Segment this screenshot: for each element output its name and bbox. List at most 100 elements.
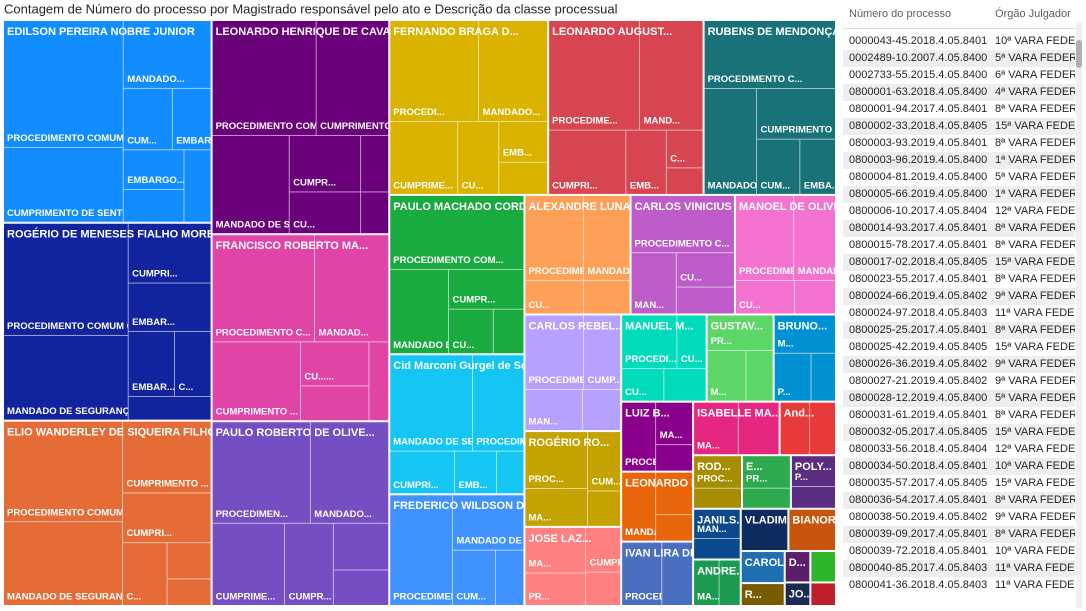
- tile-label: C...: [179, 382, 194, 393]
- table-row[interactable]: 0000043-45.2018.4.05.8401 10ª VARA FEDERA: [843, 33, 1075, 50]
- tile: [661, 541, 694, 607]
- table-row[interactable]: 0800034-50.2018.4.05.8401 10ª VARA FEDER: [843, 458, 1075, 475]
- table-row[interactable]: 0800001-63.2018.4.05.8400 4ª VARA FEDERA: [843, 84, 1075, 101]
- tile: PROCEDIMEN...: [211, 421, 311, 524]
- table-row[interactable]: 0800025-25.2017.4.05.8401 8ª VARA FEDERA: [843, 322, 1075, 339]
- table-cell: 11ª VARA FEDER: [995, 579, 1075, 591]
- table-row[interactable]: 0800017-02.2018.4.05.8405 15ª VARA FEDER: [843, 254, 1075, 271]
- group-label: CARLOS VINICIUS CALH...: [635, 201, 775, 213]
- table-cell: 8ª VARA FEDERA: [995, 324, 1075, 336]
- table-row[interactable]: 0800005-66.2019.4.05.8400 1ª VARA FEDERA: [843, 186, 1075, 203]
- table-cell: 9ª VARA FEDERA: [995, 290, 1075, 302]
- table-row[interactable]: 0002733-55.2015.4.05.8400 6ª VARA FEDERA: [843, 67, 1075, 84]
- tile: [719, 559, 741, 607]
- table-row[interactable]: 0800028-12.2019.4.05.8400 5ª VARA FEDERA: [843, 390, 1075, 407]
- tile-rect: [300, 341, 369, 386]
- tile: PROCEDIMENTO ...: [389, 494, 453, 606]
- table-row[interactable]: 0800014-93.2017.4.05.8401 8ª VARA FEDERA: [843, 220, 1075, 237]
- tile: PROC...: [524, 431, 588, 489]
- tile: [496, 451, 525, 495]
- table-row[interactable]: 0800026-36.2019.4.05.8402 9ª VARA FEDERA: [843, 356, 1075, 373]
- tile-rect: [779, 401, 810, 456]
- tile-rect: [625, 130, 667, 195]
- table-row[interactable]: 0800024-97.2018.4.05.8403 11ª VARA FEDER: [843, 305, 1075, 322]
- table-cell: 8ª VARA FEDERA: [995, 273, 1075, 285]
- table-row[interactable]: 0800025-42.2019.4.05.8405 15ª VARA FEDER: [843, 339, 1075, 356]
- tile: CU...: [734, 280, 795, 315]
- group-label: ALEXANDRE LUNA FREIRE: [528, 201, 673, 213]
- group-label: EDILSON PEREIRA NOBRE JUNIOR: [7, 26, 195, 38]
- tile-rect: [676, 287, 735, 315]
- table-row[interactable]: 0800039-09.2017.4.05.8401 8ª VARA FEDERA: [843, 526, 1075, 543]
- table-cell: 0800031-61.2019.4.05.8401: [849, 409, 988, 421]
- tile: CUM...: [756, 139, 800, 195]
- table-row[interactable]: 0800031-61.2019.4.05.8401 8ª VARA FEDERA: [843, 407, 1075, 424]
- group: CARLOS VINICIUS CALH...: [630, 194, 775, 315]
- table-row[interactable]: 0800015-78.2017.4.05.8401 8ª VARA FEDERA: [843, 237, 1075, 254]
- table-row[interactable]: 0800033-56.2018.4.05.8404 12ª VARA FEDER: [843, 441, 1075, 458]
- tile: EMB...: [454, 451, 497, 495]
- group-label: D...: [789, 557, 806, 569]
- table-row[interactable]: 0800003-93.2019.4.05.8401 8ª VARA FEDERA: [843, 135, 1075, 152]
- group: BIANOR...: [788, 508, 836, 552]
- table-row[interactable]: 0800003-96.2019.4.05.8400 1ª VARA FEDERA: [843, 152, 1075, 169]
- tile-rect: [621, 314, 677, 369]
- table-row[interactable]: 0800004-81.2019.4.05.8400 5ª VARA FEDERA: [843, 169, 1075, 186]
- group-label: FRANCISCO ROBERTO MA...: [216, 240, 369, 252]
- treemap: Contagem de Número do processo por Magis…: [3, 1, 837, 607]
- tile: [167, 578, 212, 606]
- tile: [779, 401, 810, 456]
- tile: MANDA...: [621, 471, 656, 542]
- tile: [585, 572, 622, 607]
- group: POLY...: [790, 455, 837, 509]
- tile-rect: [174, 331, 212, 397]
- tile-label: CU...: [681, 354, 703, 365]
- tile: [495, 550, 525, 606]
- table-row[interactable]: 0800027-21.2019.4.05.8402 9ª VARA FEDERA: [843, 373, 1075, 390]
- table-row[interactable]: 0800024-66.2019.4.05.8402 9ª VARA FEDERA: [843, 288, 1075, 305]
- table-row[interactable]: 0800002-33.2018.4.05.8405 15ª VARA FEDER: [843, 118, 1075, 135]
- scrollbar-thumb[interactable]: [1076, 40, 1082, 68]
- column-header[interactable]: Órgão Julgador: [995, 8, 1071, 20]
- tile-rect: [810, 551, 837, 583]
- table-row[interactable]: 0800039-72.2018.4.05.8401 10ª VARA FEDER: [843, 543, 1075, 560]
- tile-rect: [289, 135, 361, 192]
- table-row[interactable]: 0800036-54.2017.4.05.8401 8ª VARA FEDERA: [843, 492, 1075, 509]
- tile: C...: [666, 130, 704, 168]
- group: GUSTAV...: [706, 314, 774, 402]
- tile: [368, 341, 390, 422]
- table-row[interactable]: 0800023-55.2017.4.05.8401 8ª VARA FEDERA: [843, 271, 1075, 288]
- tile-rect: [389, 121, 458, 195]
- tile: PROCEDIMENTO C...: [630, 194, 735, 253]
- tile-rect: [472, 354, 525, 452]
- tile-label: PROCEDIMENTO C...: [216, 327, 311, 338]
- tile: CUM...: [452, 550, 496, 606]
- tile-label: PROCEDIMENTO COM...: [476, 437, 586, 448]
- tile-label: CUM...: [456, 592, 486, 603]
- tile-rect: [452, 550, 496, 606]
- table-row[interactable]: 0800006-10.2017.4.05.8404 12ª VARA FEDER: [843, 203, 1075, 220]
- table-cell: 11ª VARA FEDER: [995, 307, 1075, 319]
- tile-rect: [128, 396, 212, 421]
- table-row[interactable]: 0002489-10.2007.4.05.8400 5ª VARA FEDERA: [843, 50, 1075, 67]
- tile-rect: [498, 121, 549, 163]
- table-row[interactable]: 0800041-36.2018.4.05.8403 11ª VARA FEDER: [843, 577, 1075, 594]
- tile: MA...: [693, 401, 739, 456]
- tile-label: PROCEDIMENTO C...: [708, 74, 803, 85]
- scrollbar[interactable]: [1076, 22, 1082, 608]
- table-row[interactable]: 0800038-50.2019.4.05.8402 9ª VARA FEDERA: [843, 509, 1075, 526]
- table-row[interactable]: 0800035-57.2017.4.05.8405 15ª VARA FEDER: [843, 475, 1075, 492]
- table-row[interactable]: 0800040-85.2017.4.05.8403 11ª VARA FEDER: [843, 560, 1075, 577]
- tile-rect: [3, 222, 129, 336]
- tile: PROCEDIMENTO COM...: [389, 194, 525, 270]
- group: MANOEL DE OLIVEIRA E...: [734, 194, 837, 315]
- tile: [693, 538, 741, 560]
- column-header[interactable]: Número do processo: [849, 8, 952, 20]
- group-label: ANDRE...: [697, 565, 745, 577]
- tile-label: PROCEDI...: [393, 107, 444, 118]
- tile-rect: [524, 431, 588, 489]
- table-row[interactable]: 0800001-94.2017.4.05.8401 8ª VARA FEDERA: [843, 101, 1075, 118]
- group: ROGÉRIO DE MENESES FIALHO MOREIRA: [3, 222, 212, 421]
- table-row[interactable]: 0800032-05.2017.4.05.8405 15ª VARA FEDER: [843, 424, 1075, 441]
- tile-rect: [496, 451, 525, 495]
